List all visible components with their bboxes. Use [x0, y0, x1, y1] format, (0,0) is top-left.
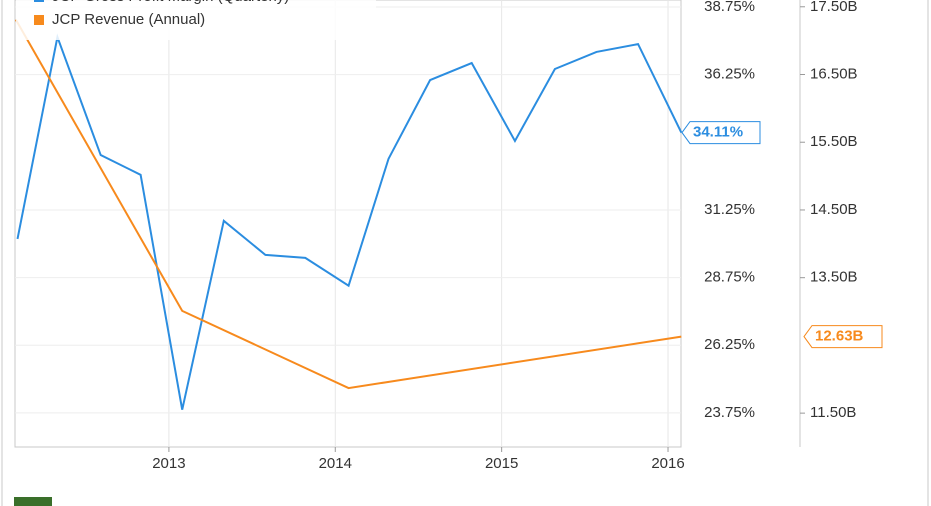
- value-label: 34.11%: [693, 124, 743, 141]
- value-label: 12.63B: [815, 328, 864, 345]
- y2-tick-label: 13.50B: [810, 269, 858, 286]
- y-tick-label: 38.75%: [704, 0, 755, 15]
- y-tick-label: 36.25%: [704, 66, 755, 83]
- value-label-box: [803, 325, 883, 349]
- x-tick-label: 2013: [152, 455, 185, 472]
- series-line: [14, 19, 682, 390]
- y-tick-label: 28.75%: [704, 269, 755, 286]
- value-label-box: [681, 121, 761, 145]
- y2-tick-label: 14.50B: [810, 201, 858, 218]
- x-tick-label: 2014: [319, 455, 352, 472]
- y-tick-label: 23.75%: [704, 404, 755, 421]
- legend-label: JCP Gross Profit Margin (Quarterly): [52, 0, 289, 5]
- logo: [14, 497, 52, 506]
- y2-tick-label: 15.50B: [810, 133, 858, 150]
- legend-box: [16, 0, 376, 40]
- legend-label: JCP Revenue (Annual): [52, 11, 205, 28]
- y-tick-label: 26.25%: [704, 336, 755, 353]
- plot-area: [14, 0, 682, 448]
- series-line: [16, 33, 683, 410]
- y-tick-label: 31.25%: [704, 201, 755, 218]
- legend-swatch: [34, 15, 44, 25]
- y2-tick-label: 11.50B: [810, 404, 856, 421]
- legend-swatch: [34, 0, 44, 2]
- y2-tick-label: 17.50B: [810, 0, 858, 15]
- y2-tick-label: 16.50B: [810, 65, 858, 82]
- x-tick-label: 2015: [485, 455, 518, 472]
- x-tick-label: 2016: [651, 455, 684, 472]
